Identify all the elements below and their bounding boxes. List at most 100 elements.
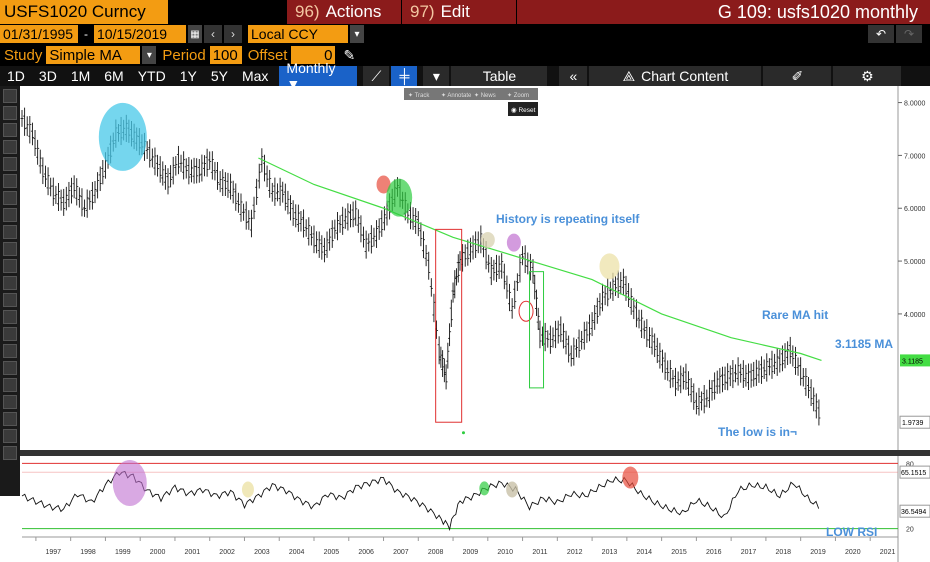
highlight-box-green — [529, 271, 545, 389]
drawing-tool-icon[interactable] — [3, 123, 17, 137]
x-tick-label: 2008 — [428, 549, 444, 556]
gear-icon[interactable]: ⚙ — [833, 66, 902, 86]
period-3d[interactable]: 3D — [38, 68, 57, 84]
period-1m[interactable]: 1M — [70, 68, 91, 84]
drawing-tool-icon[interactable] — [3, 310, 17, 324]
x-tick-label: 2007 — [393, 549, 409, 556]
drawing-tool-icon[interactable] — [3, 242, 17, 256]
reset-label: ◉ Reset — [511, 107, 536, 114]
x-tick-label: 2002 — [219, 549, 235, 556]
drawing-tool-icon[interactable] — [3, 361, 17, 375]
x-tick-label: 2005 — [324, 549, 340, 556]
rsi-upper-tag — [899, 465, 930, 479]
actions-label: Actions — [325, 2, 382, 21]
drawing-tool-icon[interactable] — [3, 293, 17, 307]
offset-label: Offset — [247, 46, 288, 64]
drawing-tool-icon[interactable] — [3, 446, 17, 460]
annotation-history: History is repeating itself — [496, 212, 640, 226]
bar-chart-icon[interactable]: ╪ — [391, 66, 418, 86]
frequency-dropdown[interactable]: Monthly ▼ — [279, 60, 358, 92]
redo-icon[interactable]: ↷ — [896, 25, 922, 43]
x-tick-label: 2006 — [358, 549, 374, 556]
period-1d[interactable]: 1D — [7, 68, 25, 84]
drawing-tool-icon[interactable] — [3, 225, 17, 239]
calendar-icon[interactable]: ▦ — [188, 25, 202, 43]
date-bar: 01/31/1995 - 10/15/2019 ▦ ‹ › Local CCY … — [0, 24, 930, 44]
currency-field[interactable]: Local CCY — [248, 25, 348, 43]
x-tick-label: 2014 — [636, 549, 652, 556]
chart-svg[interactable]: 8.0000 7.0000 6.0000 5.0000 4.0000 ✦ Track ✦ A… — [0, 86, 930, 562]
offset-field[interactable]: 0 — [291, 46, 336, 64]
period-5y[interactable]: 5Y — [210, 68, 228, 84]
x-tick-label: 2019 — [810, 549, 826, 556]
drawing-tool-icon[interactable] — [3, 174, 17, 188]
drawing-tool-icon[interactable] — [3, 378, 17, 392]
drawing-tool-icon[interactable] — [3, 140, 17, 154]
moving-average-line — [258, 157, 822, 361]
period-ytd[interactable]: YTD — [137, 68, 166, 84]
mini-news-button: ✦ News — [474, 92, 496, 99]
rsi-upper-label: 65.1515 — [901, 470, 926, 477]
highlight-box-red — [435, 228, 463, 423]
start-date-field[interactable]: 01/31/1995 — [0, 25, 78, 43]
rsi-value-label: 36.5494 — [901, 509, 926, 516]
rsi-highlight-tan — [506, 481, 519, 498]
drawing-tool-icon[interactable] — [3, 412, 17, 426]
actions-button[interactable]: 96) Actions — [286, 0, 401, 24]
undo-icon[interactable]: ↶ — [868, 25, 894, 43]
ma-value-label: 3.1185 — [902, 358, 923, 365]
highlight-circle-tan — [480, 231, 495, 248]
edit-chart-icon[interactable]: ✐ — [763, 66, 832, 86]
highlight-circle-purple — [506, 233, 521, 252]
actions-number: 96) — [295, 2, 320, 21]
drawing-tool-icon[interactable] — [3, 395, 17, 409]
chevron-right-icon[interactable]: › — [224, 25, 242, 43]
study-dropdown-icon[interactable]: ▾ — [142, 46, 157, 64]
y-tick-label: 7.0000 — [904, 153, 926, 160]
mini-zoom-button: ✦ Zoom — [507, 92, 529, 99]
edit-button[interactable]: 97) Edit — [401, 0, 516, 24]
left-toolbar — [0, 86, 20, 496]
collapse-icon[interactable]: « — [559, 66, 588, 86]
table-button[interactable]: Table — [451, 66, 548, 86]
drawing-tool-icon[interactable] — [3, 89, 17, 103]
x-tick-label: 2009 — [463, 549, 479, 556]
drawing-tool-icon[interactable] — [3, 259, 17, 273]
period-max[interactable]: Max — [241, 68, 269, 84]
rsi-value-tag — [899, 504, 930, 518]
header-spacer — [168, 0, 286, 24]
drawing-tool-icon[interactable] — [3, 208, 17, 222]
last-price-tag — [899, 415, 930, 429]
period-1y[interactable]: 1Y — [179, 68, 197, 84]
annotation-ma-value: 3.1185 MA — [835, 337, 893, 351]
line-chart-icon[interactable]: ⟋ — [363, 66, 390, 86]
x-tick-label: 2000 — [150, 549, 166, 556]
drawing-tool-icon[interactable] — [3, 157, 17, 171]
period-6m[interactable]: 6M — [104, 68, 124, 84]
drawing-tool-icon[interactable] — [3, 327, 17, 341]
edit-number: 97) — [410, 2, 435, 21]
study-field[interactable]: Simple MA — [46, 46, 141, 64]
x-tick-label: 2016 — [706, 549, 722, 556]
chart-content-icon: ⟁ — [622, 67, 636, 84]
drawing-tool-icon[interactable] — [3, 191, 17, 205]
drawing-tool-icon[interactable] — [3, 276, 17, 290]
drawing-tool-icon[interactable] — [3, 429, 17, 443]
pencil-icon[interactable]: ✎ — [343, 46, 356, 63]
x-tick-label: 2020 — [845, 549, 861, 556]
y-tick-label: 8.0000 — [904, 101, 926, 108]
x-tick-label: 1997 — [45, 549, 61, 556]
chevron-left-icon[interactable]: ‹ — [204, 25, 222, 43]
drawing-tool-icon[interactable] — [3, 106, 17, 120]
period-field[interactable]: 100 — [209, 46, 242, 64]
end-date-field[interactable]: 10/15/2019 — [94, 25, 186, 43]
chart-content-button[interactable]: ⟁ Chart Content — [589, 66, 762, 86]
rsi-highlight-green — [479, 481, 490, 496]
drawing-tool-icon[interactable] — [3, 344, 17, 358]
currency-dropdown-icon[interactable]: ▾ — [350, 25, 364, 43]
chart-type-dropdown-icon[interactable]: ▾ — [423, 66, 450, 86]
security-field[interactable]: USFS1020 Curncy — [0, 0, 168, 24]
green-dot — [461, 431, 465, 435]
chart-area[interactable]: 8.0000 7.0000 6.0000 5.0000 4.0000 ✦ Track ✦ A… — [0, 86, 930, 562]
